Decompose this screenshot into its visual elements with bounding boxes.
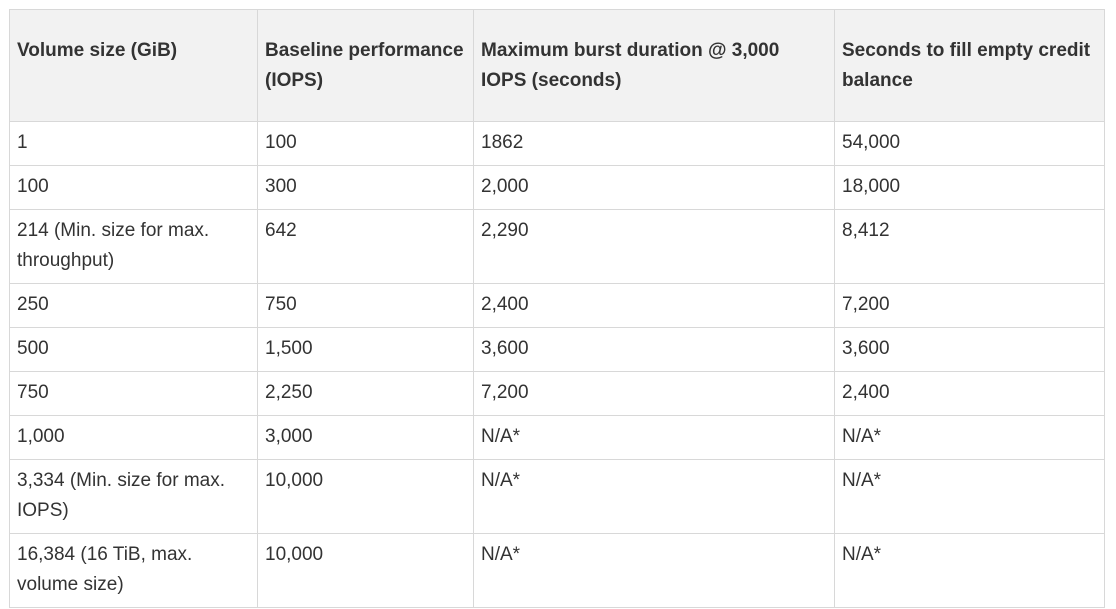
cell-max-burst-duration: 2,290 [473, 209, 835, 284]
column-header-baseline-performance: Baseline performance (IOPS) [257, 9, 474, 122]
table-row: 500 1,500 3,600 3,600 [9, 327, 1105, 372]
cell-max-burst-duration: 2,400 [473, 283, 835, 328]
cell-max-burst-duration: N/A* [473, 459, 835, 534]
cell-seconds-to-fill: N/A* [834, 415, 1105, 460]
table-row: 16,384 (16 TiB, max. volume size) 10,000… [9, 533, 1105, 608]
cell-baseline-iops: 10,000 [257, 459, 474, 534]
cell-volume-size: 1 [9, 121, 258, 166]
cell-max-burst-duration: N/A* [473, 533, 835, 608]
cell-seconds-to-fill: 7,200 [834, 283, 1105, 328]
cell-volume-size: 100 [9, 165, 258, 210]
cell-baseline-iops: 642 [257, 209, 474, 284]
cell-baseline-iops: 300 [257, 165, 474, 210]
cell-baseline-iops: 100 [257, 121, 474, 166]
cell-seconds-to-fill: N/A* [834, 459, 1105, 534]
cell-seconds-to-fill: 2,400 [834, 371, 1105, 416]
table-row: 750 2,250 7,200 2,400 [9, 371, 1105, 416]
cell-volume-size: 250 [9, 283, 258, 328]
cell-max-burst-duration: 1862 [473, 121, 835, 166]
cell-volume-size: 16,384 (16 TiB, max. volume size) [9, 533, 258, 608]
column-header-seconds-to-fill: Seconds to fill empty credit balance [834, 9, 1105, 122]
cell-seconds-to-fill: 8,412 [834, 209, 1105, 284]
cell-seconds-to-fill: 54,000 [834, 121, 1105, 166]
cell-volume-size: 214 (Min. size for max. throughput) [9, 209, 258, 284]
cell-baseline-iops: 2,250 [257, 371, 474, 416]
cell-volume-size: 750 [9, 371, 258, 416]
column-header-max-burst-duration: Maximum burst duration @ 3,000 IOPS (sec… [473, 9, 835, 122]
column-header-volume-size: Volume size (GiB) [9, 9, 258, 122]
table-header: Volume size (GiB) Baseline performance (… [9, 9, 1105, 122]
burst-credits-table-container: Volume size (GiB) Baseline performance (… [9, 9, 1105, 608]
cell-max-burst-duration: N/A* [473, 415, 835, 460]
table-row: 214 (Min. size for max. throughput) 642 … [9, 209, 1105, 284]
cell-max-burst-duration: 2,000 [473, 165, 835, 210]
cell-max-burst-duration: 7,200 [473, 371, 835, 416]
cell-seconds-to-fill: 18,000 [834, 165, 1105, 210]
cell-seconds-to-fill: N/A* [834, 533, 1105, 608]
table-body: 1 100 1862 54,000 100 300 2,000 18,000 2… [9, 121, 1105, 608]
burst-credits-table: Volume size (GiB) Baseline performance (… [9, 9, 1105, 608]
table-row: 250 750 2,400 7,200 [9, 283, 1105, 328]
cell-volume-size: 3,334 (Min. size for max. IOPS) [9, 459, 258, 534]
cell-baseline-iops: 1,500 [257, 327, 474, 372]
cell-baseline-iops: 10,000 [257, 533, 474, 608]
cell-max-burst-duration: 3,600 [473, 327, 835, 372]
header-row: Volume size (GiB) Baseline performance (… [9, 9, 1105, 122]
cell-baseline-iops: 3,000 [257, 415, 474, 460]
table-row: 100 300 2,000 18,000 [9, 165, 1105, 210]
cell-volume-size: 1,000 [9, 415, 258, 460]
table-row: 1 100 1862 54,000 [9, 121, 1105, 166]
table-row: 1,000 3,000 N/A* N/A* [9, 415, 1105, 460]
cell-volume-size: 500 [9, 327, 258, 372]
cell-baseline-iops: 750 [257, 283, 474, 328]
cell-seconds-to-fill: 3,600 [834, 327, 1105, 372]
table-row: 3,334 (Min. size for max. IOPS) 10,000 N… [9, 459, 1105, 534]
